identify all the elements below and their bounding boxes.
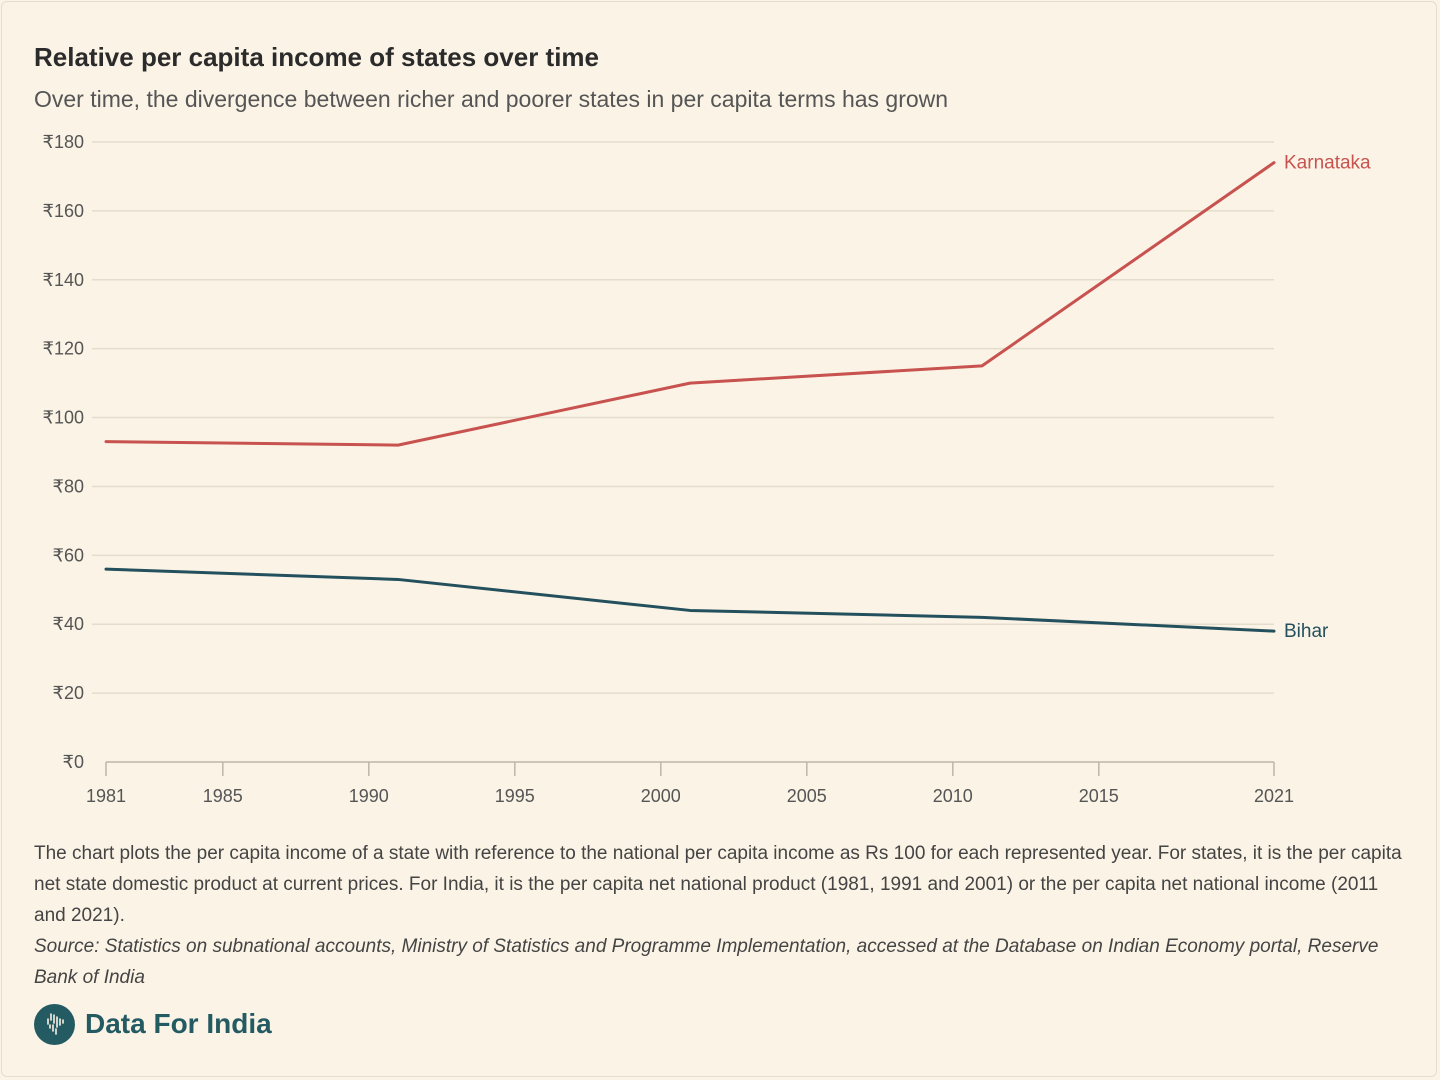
series-line-karnataka xyxy=(104,161,1276,447)
x-tick-label: 1981 xyxy=(86,786,126,806)
y-tick-label: ₹60 xyxy=(53,545,84,565)
x-tick-label: 2000 xyxy=(641,786,681,806)
chart-subtitle: Over time, the divergence between richer… xyxy=(34,86,949,112)
chart-title: Relative per capita income of states ove… xyxy=(34,42,599,72)
x-axis: 1981 1985 1990 1995 2000 2005 2010 2015 2021 xyxy=(86,761,1294,806)
y-tick-label: ₹140 xyxy=(43,270,84,290)
y-tick-label: ₹20 xyxy=(53,683,84,703)
y-tick-label: ₹0 xyxy=(63,752,84,772)
y-tick-label: ₹120 xyxy=(43,339,84,359)
grid-lines xyxy=(92,141,1274,694)
brand-name: Data For India xyxy=(85,1008,272,1039)
series-labels: Karnataka Bihar xyxy=(1284,153,1371,642)
x-tick-label: 2005 xyxy=(787,786,827,806)
x-tick-label: 1985 xyxy=(203,786,243,806)
y-tick-label: ₹160 xyxy=(43,201,84,221)
series-label-karnataka: Karnataka xyxy=(1284,153,1371,174)
x-tick-label: 1995 xyxy=(495,786,535,806)
series-label-bihar: Bihar xyxy=(1284,621,1329,642)
india-map-icon xyxy=(34,1003,75,1045)
y-tick-label: ₹180 xyxy=(43,132,84,152)
chart-source: Source: Statistics on subnational accoun… xyxy=(34,936,1379,988)
line-chart: ₹0₹20₹40₹60₹80₹100₹120₹140₹160₹180 1981 1… xyxy=(43,132,1372,806)
chart-note: The chart plots the per capita income of… xyxy=(34,843,1402,926)
series-lines xyxy=(104,161,1276,633)
x-tick-label: 2015 xyxy=(1079,786,1119,806)
x-tick-label: 2021 xyxy=(1254,786,1294,806)
y-tick-label: ₹100 xyxy=(43,408,84,428)
y-tick-label: ₹80 xyxy=(53,476,84,496)
x-tick-label: 2010 xyxy=(933,786,973,806)
y-tick-label: ₹40 xyxy=(53,614,84,634)
series-line-bihar xyxy=(104,567,1276,633)
y-axis: ₹0 ₹20 ₹40 ₹60 ₹80 ₹100 ₹120 ₹140 ₹160 ₹180 xyxy=(43,132,84,772)
x-tick-label: 1990 xyxy=(349,786,389,806)
brand[interactable]: Data For India xyxy=(34,1003,272,1045)
